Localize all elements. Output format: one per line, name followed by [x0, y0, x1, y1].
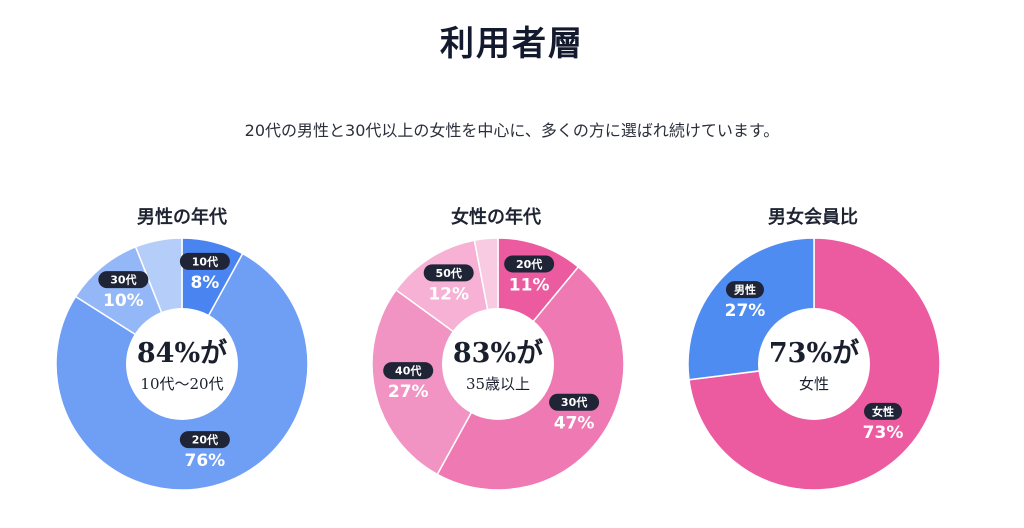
slice-label: 40代	[395, 364, 421, 378]
chart-title-gender-ratio: 男女会員比	[768, 207, 858, 228]
slice-label-pill	[383, 362, 434, 380]
center-caption: 35歳以上	[466, 375, 530, 393]
center-value: 83%が	[453, 337, 543, 369]
slice-label: 女性	[872, 404, 894, 418]
slice-label: 20代	[192, 433, 218, 447]
chart-title-male-age: 男性の年代	[137, 207, 227, 228]
slice-value-label: 8%	[190, 273, 219, 293]
slice-value-label: 27%	[725, 301, 766, 321]
donut-hole	[442, 308, 554, 420]
slice-label: 10代	[192, 254, 218, 268]
center-value: 84%が	[137, 337, 227, 369]
slice-label-pill	[864, 402, 903, 420]
slice-value-label: 73%	[863, 423, 904, 443]
slice-label-pill	[725, 281, 764, 299]
center-caption: 10代〜20代	[140, 375, 223, 393]
page-title: 利用者層	[440, 24, 584, 64]
slice-value-label: 27%	[388, 382, 429, 402]
donut-chart-male-age: 84%が 10代〜20代 10代 8% 20代 76% 30代 10%	[55, 237, 309, 491]
slice-label: 男性	[734, 283, 756, 297]
center-caption: 女性	[799, 375, 829, 393]
slice-label: 30代	[110, 273, 136, 287]
slice-label-pill	[504, 255, 555, 273]
slice-value-label: 47%	[554, 414, 595, 434]
slice-label-pill	[549, 393, 600, 411]
slice-label: 20代	[516, 257, 542, 271]
center-value: 73%が	[769, 337, 859, 369]
donut-hole	[126, 308, 238, 420]
slice-label: 30代	[561, 395, 587, 409]
slice-label-pill	[179, 431, 230, 449]
slice-label-pill	[179, 252, 230, 270]
donut-hole	[758, 308, 870, 420]
slice-label-pill	[98, 271, 149, 289]
donut-slice	[371, 288, 499, 476]
slice-value-label: 12%	[428, 284, 469, 304]
slice-value-label: 76%	[185, 451, 226, 471]
donut-chart-female-age: 83%が 35歳以上 20代 11% 30代 47% 40代 27% 50代 12%	[371, 237, 625, 491]
slice-value-label: 10%	[103, 291, 144, 311]
slice-label-pill	[423, 264, 474, 282]
chart-title-female-age: 女性の年代	[451, 207, 541, 228]
slice-value-label: 11%	[509, 275, 550, 295]
slice-label: 50代	[436, 266, 462, 280]
page-subtitle: 20代の男性と30代以上の女性を中心に、多くの方に選ばれ続けています。	[244, 121, 780, 140]
